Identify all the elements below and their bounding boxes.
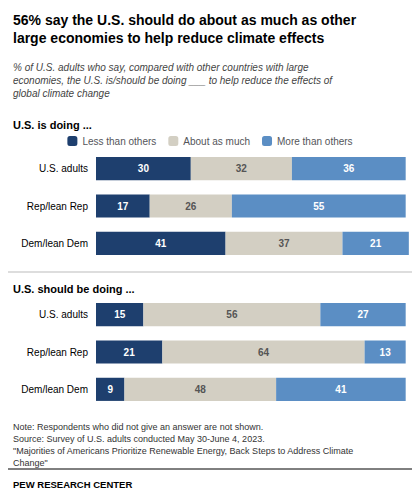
svg-text:32: 32 <box>236 163 248 174</box>
svg-text:More than others: More than others <box>277 136 353 147</box>
svg-text:U.S. adults: U.S. adults <box>39 163 88 174</box>
svg-text:37: 37 <box>278 238 290 249</box>
svg-text:"Majorities of Americans Prior: "Majorities of Americans Prioritize Rene… <box>13 446 353 456</box>
svg-text:21: 21 <box>124 347 136 358</box>
svg-text:Less than others: Less than others <box>82 136 156 147</box>
svg-text:27: 27 <box>357 309 369 320</box>
svg-text:large economies to help reduce: large economies to help reduce climate e… <box>13 30 324 46</box>
svg-text:30: 30 <box>138 163 150 174</box>
svg-text:Rep/lean Rep: Rep/lean Rep <box>27 201 89 212</box>
svg-text:global climate change: global climate change <box>13 88 110 99</box>
svg-text:Rep/lean Rep: Rep/lean Rep <box>27 347 89 358</box>
svg-text:economies, the U.S. is/should: economies, the U.S. is/should be doing _… <box>13 75 333 86</box>
svg-text:41: 41 <box>335 384 347 395</box>
svg-text:36: 36 <box>343 163 355 174</box>
svg-text:Source: Survey of U.S. adults: Source: Survey of U.S. adults conducted … <box>13 434 265 444</box>
svg-text:Dem/lean Dem: Dem/lean Dem <box>21 238 88 249</box>
svg-text:64: 64 <box>258 347 270 358</box>
svg-text:U.S. should be doing ...: U.S. should be doing ... <box>13 283 135 295</box>
svg-text:U.S. is doing ...: U.S. is doing ... <box>13 119 92 131</box>
svg-text:About as much: About as much <box>183 136 250 147</box>
svg-text:41: 41 <box>155 238 167 249</box>
svg-text:Dem/lean Dem: Dem/lean Dem <box>21 384 88 395</box>
svg-text:56: 56 <box>226 309 238 320</box>
svg-text:U.S. adults: U.S. adults <box>39 309 88 320</box>
svg-text:55: 55 <box>313 201 325 212</box>
svg-text:13: 13 <box>380 347 392 358</box>
svg-text:9: 9 <box>107 384 113 395</box>
svg-text:15: 15 <box>114 309 126 320</box>
svg-text:56% say the U.S. should do abo: 56% say the U.S. should do about as much… <box>13 12 357 28</box>
svg-text:Note: Respondents who did not: Note: Respondents who did not give an an… <box>13 422 263 432</box>
svg-text:17: 17 <box>117 201 129 212</box>
svg-text:Change": Change" <box>13 458 48 468</box>
svg-text:21: 21 <box>370 238 382 249</box>
svg-text:26: 26 <box>185 201 197 212</box>
svg-text:48: 48 <box>195 384 207 395</box>
svg-text:% of U.S. adults who say, comp: % of U.S. adults who say, compared with … <box>13 62 309 73</box>
svg-text:PEW RESEARCH CENTER: PEW RESEARCH CENTER <box>13 479 132 490</box>
